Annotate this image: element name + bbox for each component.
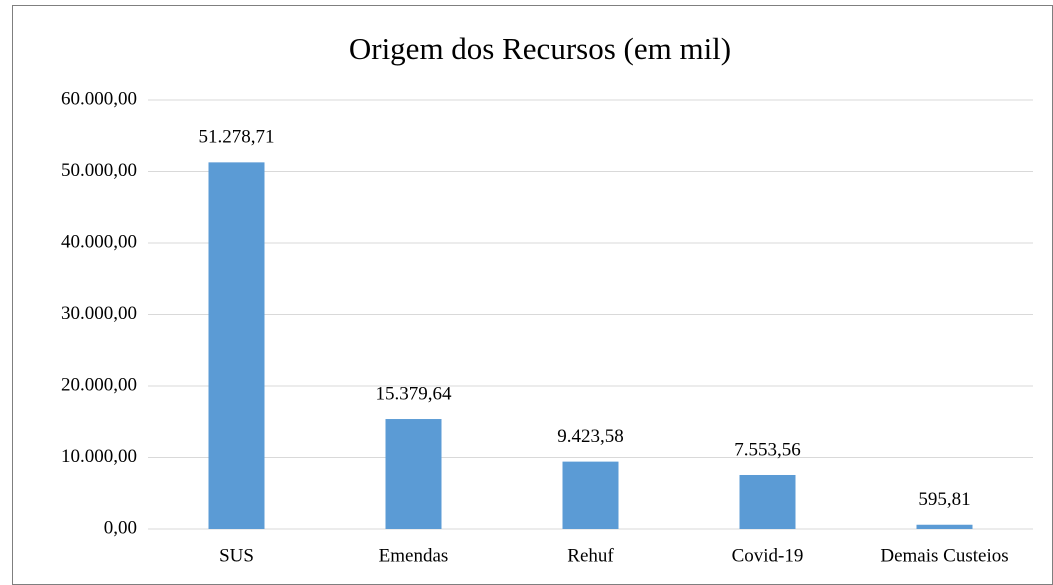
y-tick-label: 50.000,00 xyxy=(61,160,137,181)
y-tick-label: 20.000,00 xyxy=(61,374,137,395)
data-label: 9.423,58 xyxy=(557,426,624,447)
data-label: 595,81 xyxy=(918,489,970,510)
chart-frame xyxy=(12,5,1053,585)
x-tick-label: Covid-19 xyxy=(732,545,804,566)
data-label: 15.379,64 xyxy=(376,383,453,404)
bar xyxy=(385,419,442,529)
y-tick-label: 10.000,00 xyxy=(61,446,137,467)
bar xyxy=(916,524,973,529)
y-tick-label: 30.000,00 xyxy=(61,303,137,324)
x-tick-label: Rehuf xyxy=(567,545,614,566)
bar xyxy=(208,162,265,529)
x-tick-label: SUS xyxy=(219,545,254,566)
y-tick-label: 60.000,00 xyxy=(61,88,137,109)
x-tick-label: Emendas xyxy=(379,545,449,566)
bar xyxy=(739,474,796,529)
data-label: 7.553,56 xyxy=(734,439,801,460)
y-tick-label: 40.000,00 xyxy=(61,231,137,252)
y-tick-label: 0,00 xyxy=(104,517,137,538)
x-tick-label: Demais Custeios xyxy=(880,545,1008,566)
data-label: 51.278,71 xyxy=(199,127,275,148)
bar xyxy=(562,461,619,529)
chart-title: Origem dos Recursos (em mil) xyxy=(349,31,731,66)
